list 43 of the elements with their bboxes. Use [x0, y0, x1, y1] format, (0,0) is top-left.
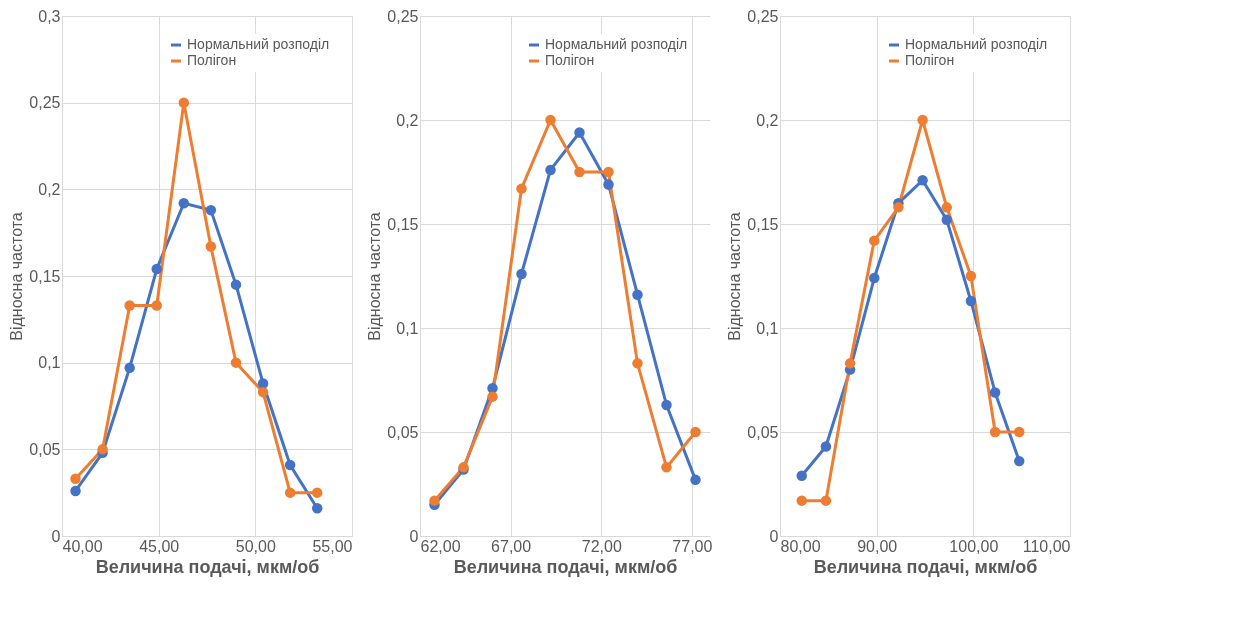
x-tick-label: 62,00 [420, 537, 461, 555]
y-tick-label: 0 [51, 527, 61, 545]
legend-label: Нормальний розподіл [187, 36, 330, 52]
x-tick-label: 77,00 [672, 537, 713, 555]
y-axis-title: Відносна частота [726, 212, 744, 341]
legend-label: Полігон [545, 52, 595, 68]
y-tick-label: 0,25 [29, 94, 61, 112]
x-axis-title: Величина подачі, мкм/об [453, 556, 678, 577]
y-tick-label: 0,05 [29, 440, 61, 458]
y-tick-label: 0,1 [396, 319, 419, 337]
y-tick-label: 0,05 [747, 423, 779, 441]
x-tick-label: 50,00 [235, 537, 276, 555]
y-tick-label: 0,15 [29, 267, 61, 285]
y-tick-label: 0,15 [747, 215, 779, 233]
y-tick-label: 0,2 [38, 180, 61, 198]
y-tick-label: 0,1 [38, 354, 61, 372]
x-tick-label: 45,00 [139, 537, 180, 555]
y-tick-label: 0 [769, 527, 779, 545]
y-tick-label: 0,05 [387, 423, 419, 441]
legend-label: Нормальний розподіл [905, 36, 1048, 52]
y-tick-label: 0,25 [387, 7, 419, 25]
x-tick-label: 100,00 [949, 537, 999, 555]
y-tick-label: 0,3 [38, 7, 61, 25]
y-tick-label: 0 [409, 527, 419, 545]
x-tick-label: 72,00 [581, 537, 622, 555]
y-tick-label: 0,2 [756, 111, 779, 129]
x-axis-title: Величина подачі, мкм/об [813, 556, 1038, 577]
x-tick-label: 40,00 [62, 537, 103, 555]
legend-label: Нормальний розподіл [545, 36, 688, 52]
x-tick-label: 55,00 [312, 537, 353, 555]
y-tick-label: 0,1 [756, 319, 779, 337]
x-axis-title: Величина подачі, мкм/об [95, 556, 320, 577]
x-tick-label: 110,00 [1022, 537, 1071, 555]
legend-label: Полігон [905, 52, 955, 68]
y-tick-label: 0,2 [396, 111, 419, 129]
y-tick-label: 0,15 [387, 215, 419, 233]
x-tick-label: 90,00 [857, 537, 898, 555]
x-tick-label: 80,00 [780, 537, 821, 555]
y-tick-label: 0,25 [747, 7, 779, 25]
y-axis-title: Відносна частота [8, 212, 26, 341]
y-axis-title: Відносна частота [366, 212, 384, 341]
legend-label: Полігон [187, 52, 237, 68]
x-tick-label: 67,00 [491, 537, 532, 555]
